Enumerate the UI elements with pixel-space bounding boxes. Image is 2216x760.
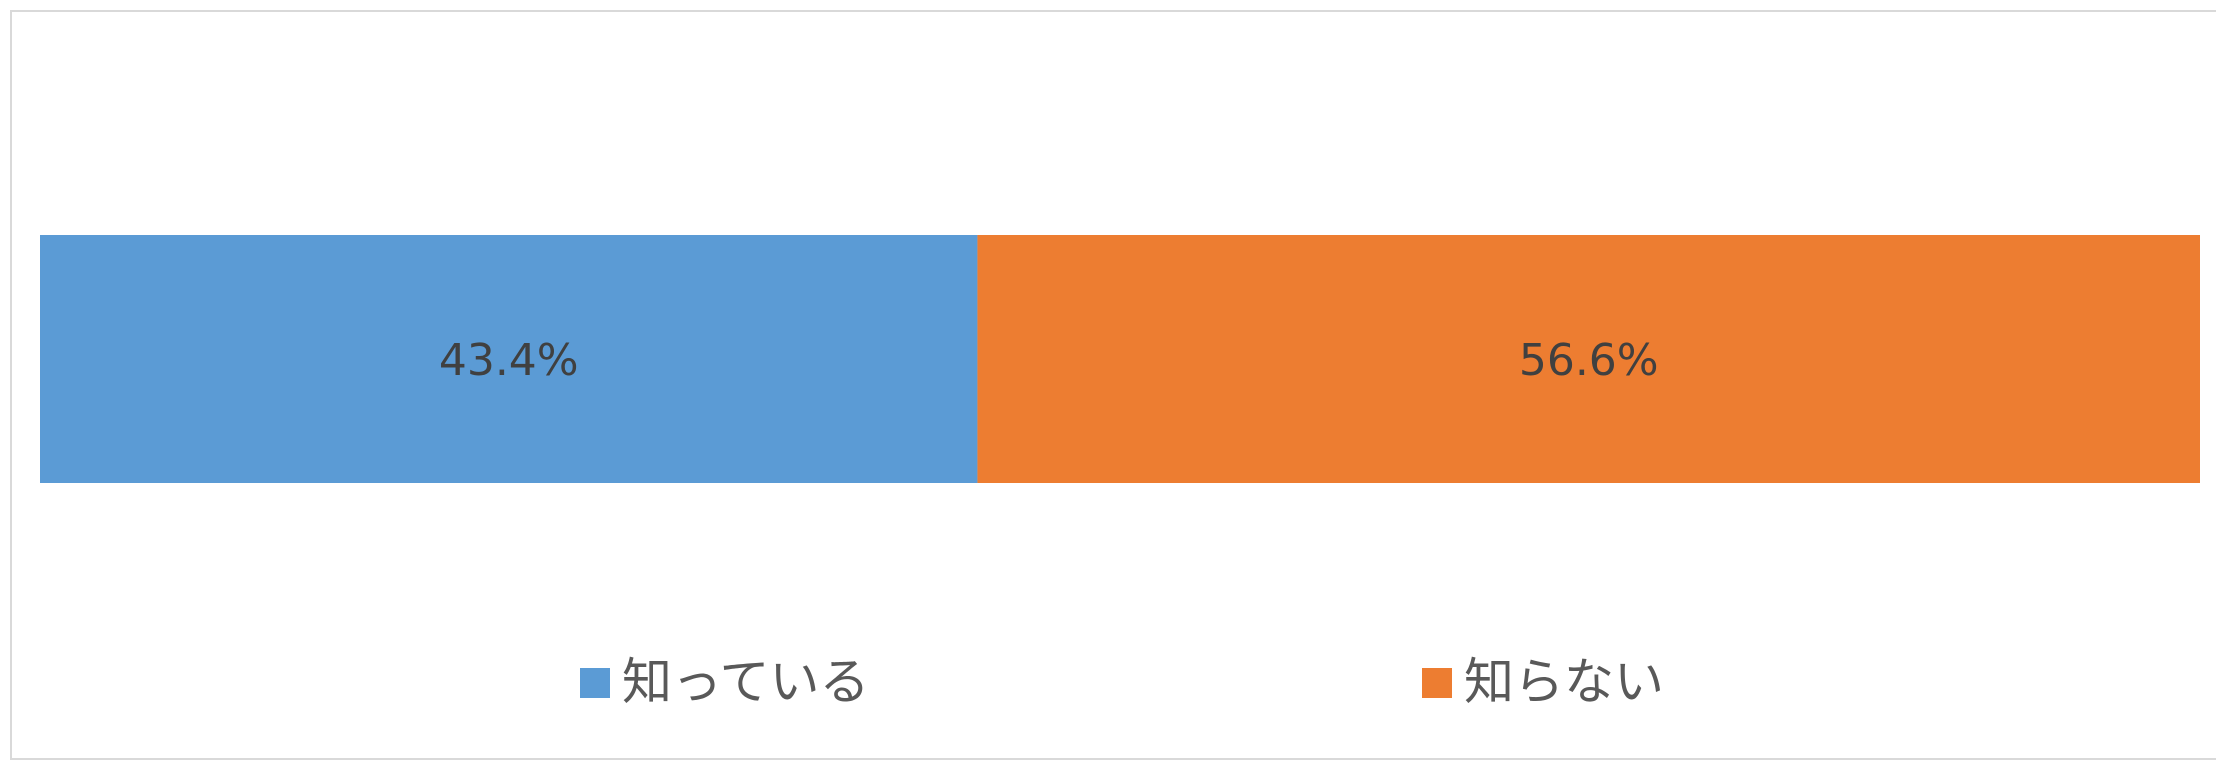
data-label-group: 43.4% 56.6%: [439, 335, 1659, 386]
legend-swatch-2: [1422, 668, 1452, 698]
legend-swatch-1: [580, 668, 610, 698]
legend-label-1: 知っている: [622, 653, 870, 711]
legend-label-2: 知らない: [1464, 653, 1664, 711]
bar-group: [40, 235, 2201, 483]
data-label-1: 43.4%: [439, 335, 579, 386]
data-label-2: 56.6%: [1519, 335, 1659, 386]
legend: 知っている 知らない: [580, 653, 1664, 711]
bar-segment-2: [977, 235, 2201, 483]
bar-segment-1: [40, 235, 978, 483]
